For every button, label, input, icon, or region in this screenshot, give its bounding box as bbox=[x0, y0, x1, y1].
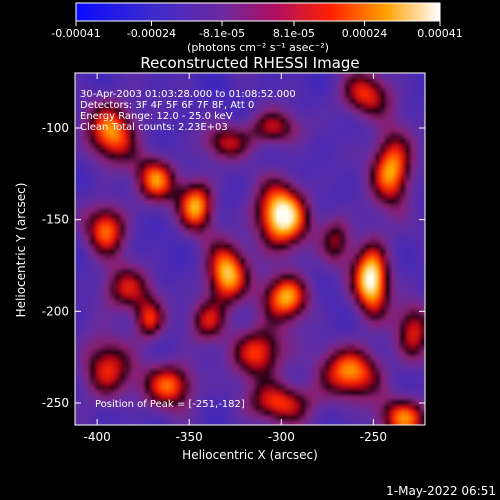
colorbar-units: (photons cm⁻² s⁻¹ asec⁻²) bbox=[187, 41, 329, 54]
colorbar: -0.00041 -0.00024 -8.1e-05 8.1e-05 0.00024 0.… bbox=[51, 2, 463, 54]
annotation-detectors: Detectors: 3F 4F 5F 6F 7F 8F, Att 0 bbox=[80, 100, 254, 111]
y-tick-label: -250 bbox=[42, 396, 69, 410]
x-tick-label: -300 bbox=[268, 430, 295, 444]
chart-title: Reconstructed RHESSI Image bbox=[140, 54, 359, 72]
y-tick-label: -200 bbox=[42, 304, 69, 318]
x-tick-label: -400 bbox=[83, 430, 110, 444]
x-tick-label: -350 bbox=[176, 430, 203, 444]
colorbar-tick-label: 0.00024 bbox=[342, 27, 388, 40]
plot-frame bbox=[74, 72, 426, 426]
annotation-clean: Clean Total counts: 2.23E+03 bbox=[80, 122, 228, 133]
colorbar-tick-label: 0.00041 bbox=[417, 27, 463, 40]
colorbar-tick-label: -8.1e-05 bbox=[199, 27, 245, 40]
y-tick-label: -150 bbox=[42, 213, 69, 227]
annotation-time: 30-Apr-2003 01:03:28.000 to 01:08:52.000 bbox=[80, 89, 296, 100]
annotation-energy: Energy Range: 12.0 - 25.0 keV bbox=[80, 111, 233, 122]
footer-timestamp: 1-May-2022 06:51 bbox=[386, 484, 496, 498]
annotation-peak: Position of Peak = [-251,-182] bbox=[95, 399, 245, 410]
annotation-block: 30-Apr-2003 01:03:28.000 to 01:08:52.000… bbox=[80, 89, 296, 410]
heatmap-image bbox=[75, 73, 425, 425]
x-tick-label: -250 bbox=[360, 430, 387, 444]
colorbar-tick-label: -0.00024 bbox=[127, 27, 176, 40]
y-tick-label: -100 bbox=[42, 121, 69, 135]
x-axis-label: Heliocentric X (arcsec) bbox=[182, 448, 318, 462]
colorbar-tick-label: -0.00041 bbox=[51, 27, 100, 40]
plot-area: -400 -350 -300 -250 -100 -150 -200 -250 30-Apr… bbox=[42, 72, 426, 444]
colorbar-tick-label: 8.1e-05 bbox=[273, 27, 315, 40]
colorbar-gradient bbox=[75, 2, 441, 22]
y-axis-label: Heliocentric Y (arcsec) bbox=[14, 183, 28, 318]
